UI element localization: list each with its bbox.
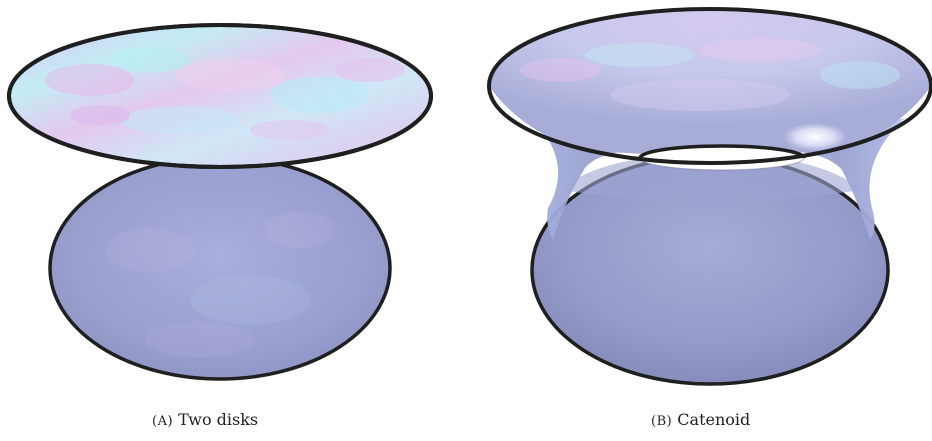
caption-title: Catenoid xyxy=(677,410,751,429)
caption-title: Two disks xyxy=(178,410,259,429)
catenoid-upper-surface xyxy=(489,8,931,155)
caption-two-disks: (A) Two disks xyxy=(152,410,258,429)
catenoid-glare xyxy=(783,123,847,151)
catenoid-top-boundary xyxy=(487,7,932,165)
panel-catenoid xyxy=(487,7,932,386)
caption-label: (A) xyxy=(152,414,174,429)
caption-catenoid: (B) Catenoid xyxy=(651,410,750,429)
caption-label: (B) xyxy=(651,414,673,429)
bottom-disk-texture xyxy=(105,212,335,358)
catenoid-texture xyxy=(520,38,900,111)
panel-two-disks xyxy=(7,23,433,381)
top-disk-texture xyxy=(45,48,405,140)
